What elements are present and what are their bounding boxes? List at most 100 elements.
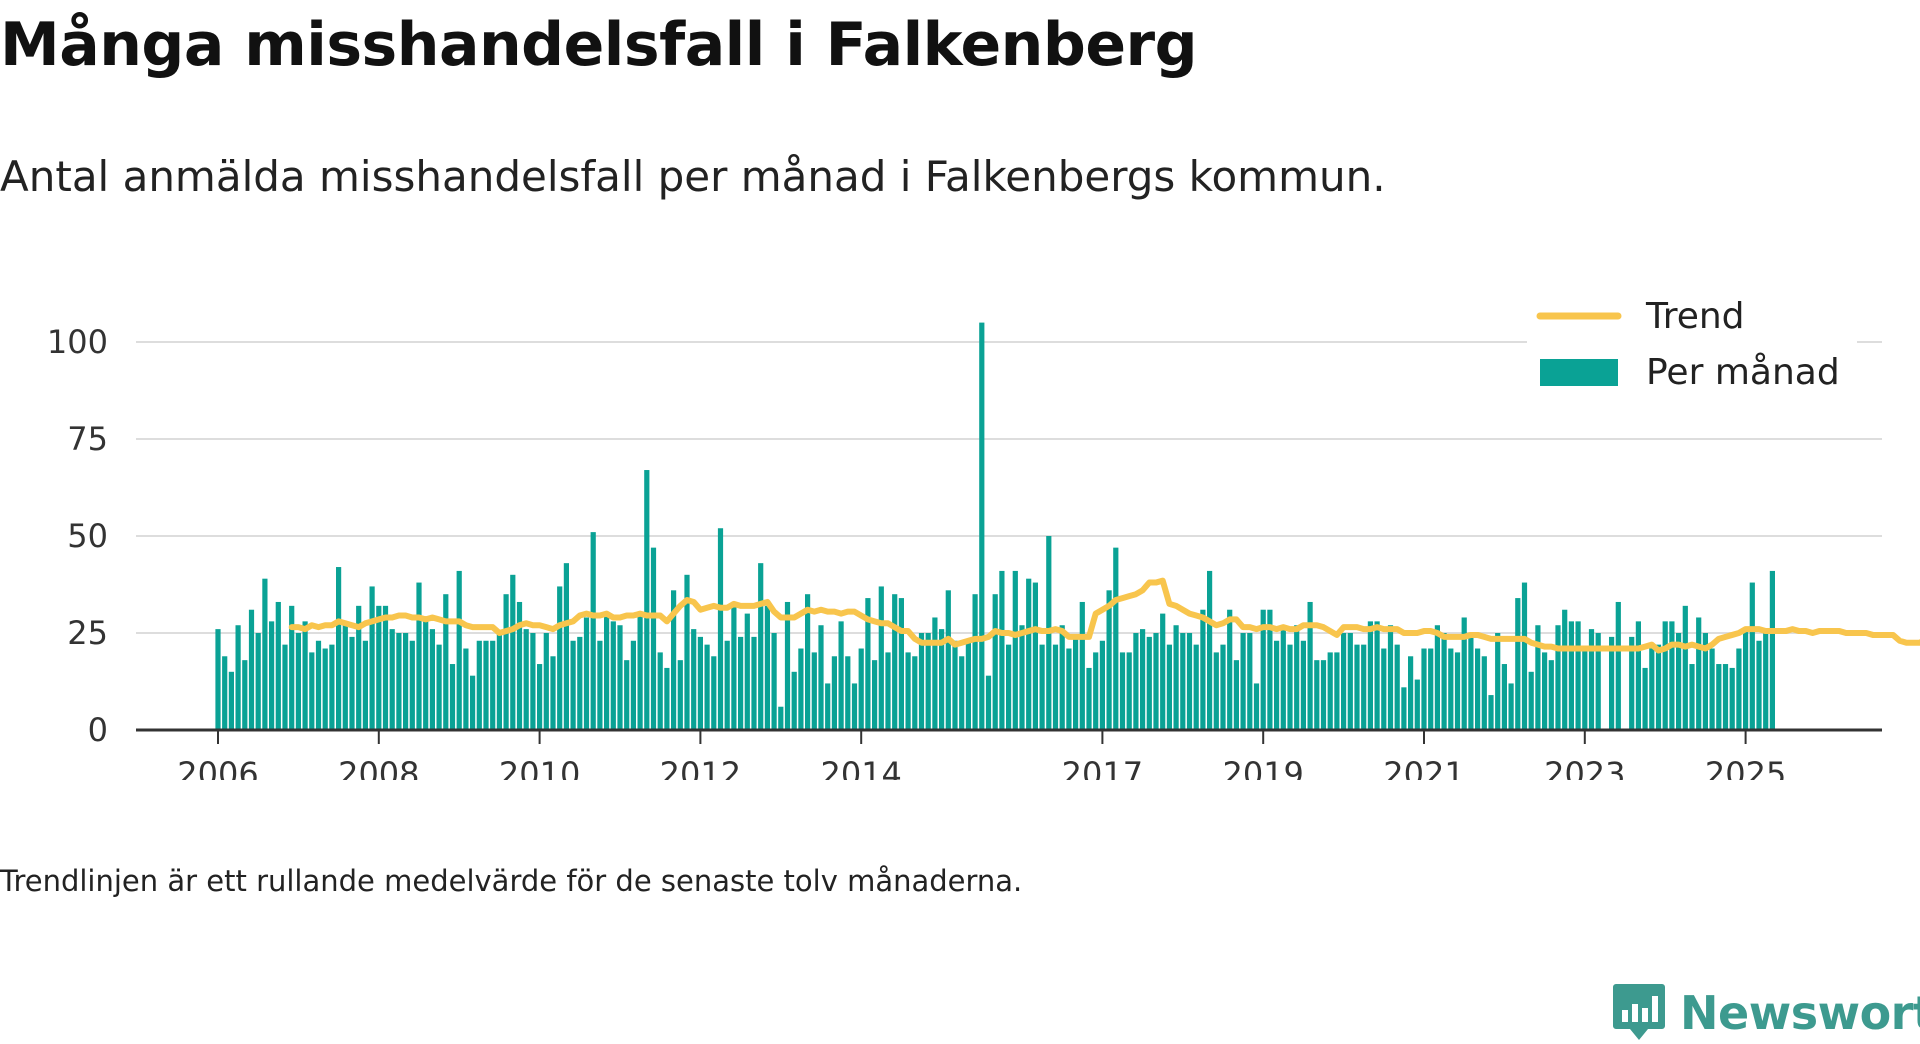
bar <box>704 644 710 730</box>
bar <box>1173 625 1179 730</box>
bar <box>657 652 663 730</box>
bar <box>1300 640 1306 730</box>
bar <box>952 640 958 730</box>
bar <box>396 633 402 730</box>
bar <box>429 629 435 730</box>
y-tick-label: 0 <box>88 711 108 749</box>
bar <box>965 640 971 730</box>
bar <box>228 671 234 730</box>
bar-series-per-manad <box>215 322 1775 730</box>
bar <box>1354 644 1360 730</box>
legend: Trend Per månad <box>1527 300 1857 424</box>
y-tick-label: 75 <box>67 420 108 458</box>
bar <box>691 629 697 730</box>
bar <box>597 640 603 730</box>
bar <box>1307 601 1313 730</box>
bar <box>1260 609 1266 730</box>
bar <box>1441 633 1447 730</box>
bar <box>892 594 898 730</box>
bar <box>1381 648 1387 730</box>
bar <box>1676 633 1682 730</box>
bar <box>918 633 925 730</box>
bar <box>885 652 891 730</box>
newsworthy-logo-icon <box>1613 984 1665 1040</box>
bar <box>644 470 650 730</box>
bar <box>1160 613 1166 730</box>
bar <box>1709 648 1715 730</box>
bar <box>570 640 576 730</box>
bar <box>1615 601 1621 730</box>
bar <box>389 629 395 730</box>
bar <box>925 633 931 730</box>
bar <box>985 675 992 730</box>
bar <box>1461 617 1467 730</box>
bar <box>905 652 911 730</box>
bar <box>831 656 837 730</box>
bar <box>1414 679 1420 730</box>
bar <box>1568 621 1574 730</box>
bar <box>222 656 228 730</box>
bar <box>1119 652 1126 730</box>
bar <box>1609 636 1615 730</box>
bar <box>282 644 288 730</box>
bar <box>1327 652 1333 730</box>
bar <box>302 621 308 730</box>
bar <box>1769 570 1775 730</box>
bar <box>1635 621 1641 730</box>
bar <box>1253 683 1260 730</box>
bar <box>738 636 744 730</box>
bar <box>1702 633 1708 730</box>
bar <box>1193 644 1199 730</box>
x-tick-label: 2006 <box>177 755 258 780</box>
bar <box>1481 656 1487 730</box>
bar <box>1106 590 1112 730</box>
bar <box>1649 648 1655 730</box>
bar <box>684 574 690 730</box>
x-tick-label: 2017 <box>1062 755 1143 780</box>
bar <box>932 617 938 730</box>
bar <box>617 625 623 730</box>
bar <box>1454 652 1461 730</box>
bar <box>1113 547 1119 730</box>
bar <box>1669 621 1675 730</box>
bar <box>1207 570 1213 730</box>
bar <box>496 633 502 730</box>
bar <box>972 594 978 730</box>
bar <box>242 660 248 730</box>
bar <box>1575 621 1581 730</box>
bar <box>1233 660 1239 730</box>
x-tick-label: 2010 <box>499 755 580 780</box>
bar <box>1052 644 1059 730</box>
bar <box>878 586 884 730</box>
bar <box>1341 633 1347 730</box>
y-tick-label: 100 <box>47 323 108 361</box>
bar <box>289 605 295 730</box>
bar <box>1535 625 1541 730</box>
bar <box>382 605 389 730</box>
bar <box>1006 644 1012 730</box>
bar <box>315 640 322 730</box>
bar <box>490 640 496 730</box>
bar <box>771 633 777 730</box>
bar <box>537 664 543 730</box>
bar <box>1213 652 1219 730</box>
bar <box>1294 625 1300 730</box>
bar <box>436 644 442 730</box>
x-tick-label: 2021 <box>1383 755 1464 780</box>
bar <box>1032 582 1038 730</box>
bar <box>1126 652 1132 730</box>
trend-line <box>288 577 1920 654</box>
bar <box>1763 633 1769 730</box>
bar <box>711 656 717 730</box>
bar <box>403 633 409 730</box>
bar <box>1186 633 1193 730</box>
bar <box>697 636 703 730</box>
bar <box>1247 633 1253 730</box>
bar <box>1066 648 1072 730</box>
bar <box>610 621 616 730</box>
bar <box>1521 582 1528 730</box>
bar <box>1361 644 1367 730</box>
bar <box>1756 640 1762 730</box>
bar <box>1542 652 1548 730</box>
chart-title: Många misshandelsfall i Falkenberg <box>0 10 1198 80</box>
